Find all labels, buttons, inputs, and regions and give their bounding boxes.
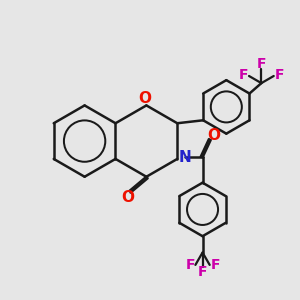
Text: O: O [121,190,134,205]
Text: O: O [138,92,152,106]
Text: F: F [256,56,266,70]
Text: F: F [239,68,248,82]
Text: F: F [210,259,220,272]
Text: O: O [207,128,220,143]
Text: N: N [178,150,191,165]
Text: F: F [185,259,195,272]
Text: F: F [274,68,284,82]
Text: F: F [198,265,207,279]
